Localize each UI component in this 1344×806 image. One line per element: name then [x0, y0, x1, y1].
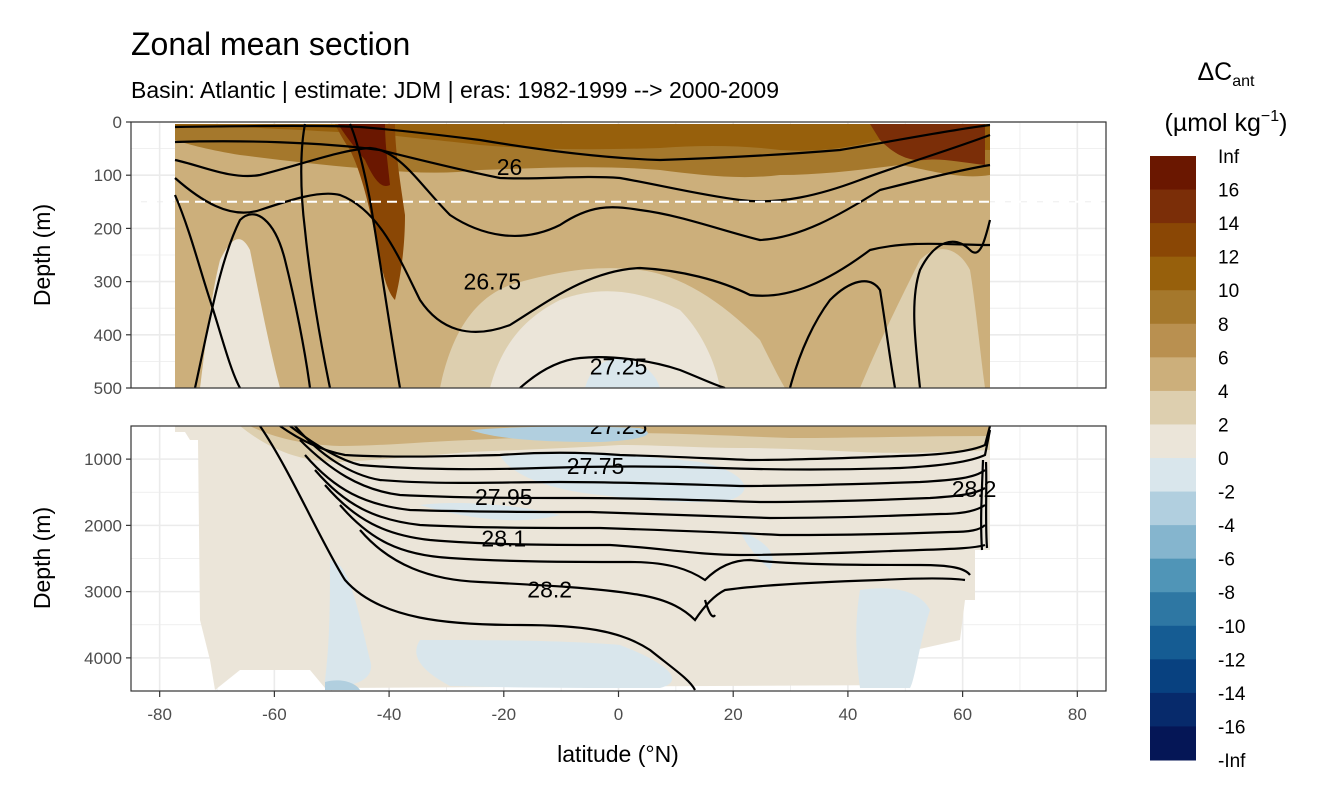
y-tick-label: 300	[94, 273, 122, 292]
legend-unit-prefix: (µmol kg	[1165, 109, 1261, 137]
y-tick-label: 4000	[84, 649, 122, 668]
upper-panel-fill	[175, 124, 990, 388]
legend-swatch	[1150, 390, 1196, 425]
y-tick-label: 100	[94, 166, 122, 185]
x-tick-label: 40	[838, 705, 857, 724]
legend-unit-exponent: −1	[1261, 108, 1279, 125]
y-tick-label: 2000	[84, 516, 122, 535]
legend-label: -8	[1218, 583, 1235, 604]
lower-y-axis: 1000 2000 3000 4000	[84, 450, 131, 668]
contour-label: 28.2	[952, 476, 997, 502]
legend-label: 2	[1218, 415, 1229, 436]
legend-label: -Inf	[1218, 751, 1246, 772]
legend-label: -14	[1218, 684, 1246, 705]
contour-label: 27.95	[475, 484, 533, 510]
legend-label: 6	[1218, 348, 1229, 369]
legend-swatch	[1150, 357, 1196, 392]
legend-title-symbol: ΔC	[1197, 58, 1232, 86]
legend-swatch	[1150, 558, 1196, 593]
upper-panel: 26 26.75 27.25 0 100 200 300 400 500 Depth (m)	[29, 113, 1107, 398]
legend-swatch	[1150, 625, 1196, 660]
legend-swatch	[1150, 323, 1196, 358]
lower-panel-fill	[175, 426, 990, 690]
x-tick-label: -80	[147, 705, 172, 724]
legend-label: -10	[1218, 617, 1245, 638]
y-tick-label: 3000	[84, 583, 122, 602]
y-tick-label: 500	[94, 379, 122, 398]
x-tick-label: 60	[953, 705, 972, 724]
contour-label: 28.2	[527, 577, 572, 603]
chart-subtitle: Basin: Atlantic | estimate: JDM | eras: …	[131, 77, 779, 103]
x-tick-label: -60	[262, 705, 287, 724]
legend-title: ΔCant	[1197, 58, 1255, 90]
legend-labels: Inf 16 14 12 10 8 6 4 2 0 -2 -4 -6 -8 -10 -12 -14 -16 -Inf	[1218, 147, 1246, 772]
legend-swatch	[1150, 424, 1196, 459]
legend-label: 10	[1218, 281, 1239, 302]
chart-title: Zonal mean section	[131, 26, 410, 62]
legend-title-subscript: ant	[1232, 73, 1255, 90]
x-tick-label: -40	[377, 705, 402, 724]
legend-label: Inf	[1218, 147, 1240, 168]
legend-unit: (µmol kg−1)	[1165, 108, 1288, 137]
legend-label: 8	[1218, 315, 1229, 336]
upper-y-axis: 0 100 200 300 400 500	[94, 113, 131, 398]
upper-contour-labels: 26 26.75 27.25	[464, 154, 648, 380]
x-tick-label: -20	[492, 705, 517, 724]
lower-y-axis-title: Depth (m)	[29, 507, 55, 609]
contour-label: 26	[497, 154, 523, 180]
legend-label: 4	[1218, 382, 1229, 403]
contour-label: 26.75	[464, 269, 522, 295]
legend-label: 14	[1218, 214, 1240, 235]
legend-swatch	[1150, 256, 1196, 291]
legend-swatch	[1150, 692, 1196, 727]
y-tick-label: 1000	[84, 450, 122, 469]
legend: ΔCant (µmol kg−1) Inf 16 14 12 10 8 6 4 2 0 -2 -4 -6…	[1150, 58, 1287, 772]
legend-swatch	[1150, 290, 1196, 325]
legend-unit-suffix: )	[1279, 109, 1287, 137]
y-tick-label: 0	[113, 113, 122, 132]
legend-swatch	[1150, 726, 1196, 761]
legend-label: 0	[1218, 449, 1229, 470]
x-tick-label: 80	[1068, 705, 1087, 724]
legend-label: -4	[1218, 516, 1235, 537]
contour-label: 27.25	[590, 354, 648, 380]
upper-panel-contours	[173, 123, 992, 388]
contour-label: 28.1	[481, 526, 526, 552]
legend-swatch	[1150, 491, 1196, 526]
y-tick-label: 400	[94, 326, 122, 345]
legend-swatch	[1150, 525, 1196, 560]
contour-label: 27.75	[567, 453, 625, 479]
legend-swatch	[1150, 659, 1196, 694]
y-tick-label: 200	[94, 219, 122, 238]
x-tick-label: 0	[614, 705, 623, 724]
x-tick-label: 20	[724, 705, 743, 724]
legend-label: -2	[1218, 483, 1235, 504]
legend-swatch	[1150, 189, 1196, 224]
contour-label: 27.25	[590, 413, 648, 439]
legend-label: -12	[1218, 650, 1245, 671]
legend-label: 12	[1218, 248, 1239, 269]
x-axis: -80 -60 -40 -20 0 20 40 60 80	[147, 691, 1087, 724]
legend-label: -6	[1218, 550, 1235, 571]
upper-panel-border	[130, 121, 1107, 389]
legend-swatch	[1150, 592, 1196, 627]
legend-label: 16	[1218, 181, 1239, 202]
upper-y-axis-title: Depth (m)	[29, 204, 55, 306]
legend-swatch	[1150, 223, 1196, 258]
lower-panel-contours	[259, 426, 992, 691]
legend-label: -16	[1218, 717, 1245, 738]
legend-swatch	[1150, 458, 1196, 493]
legend-colorbar	[1150, 156, 1196, 761]
x-axis-title: latitude (°N)	[557, 741, 679, 767]
legend-swatch	[1150, 156, 1196, 191]
